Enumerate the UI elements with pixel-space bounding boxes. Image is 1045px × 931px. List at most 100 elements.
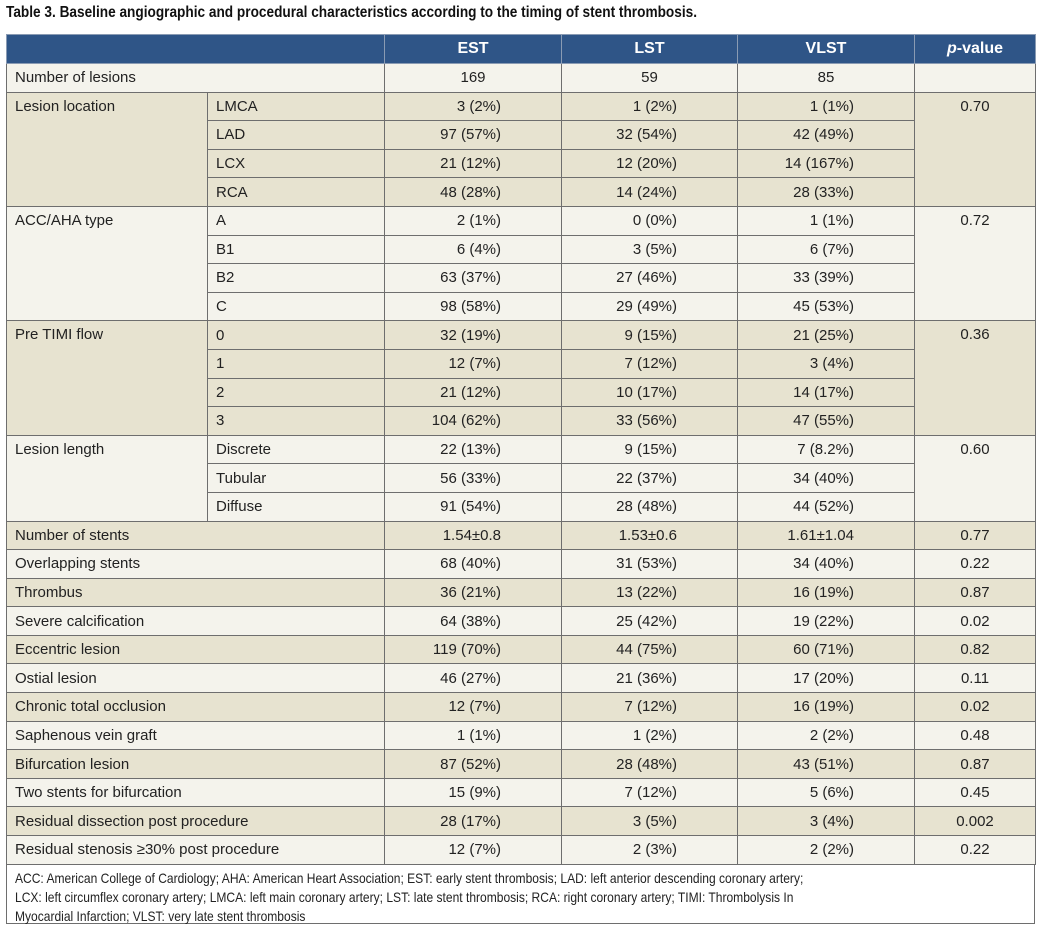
table-title: Table 3. Baseline angiographic and proce… — [6, 4, 697, 21]
cell-vlst: 1 (1%) — [737, 91, 915, 122]
cell-est: 12 (7%) — [384, 835, 562, 865]
p-letter: p — [946, 40, 957, 57]
cell-lst: 22 (37%) — [561, 463, 738, 493]
table-row: Ostial lesion 46 (27%) 21 (36%) 17 (20%) 0.1… — [6, 663, 1036, 694]
sub-label: C — [207, 291, 385, 322]
table-row: Two stents for bifurcation 15 (9%) 7 (12%)… — [6, 777, 1036, 808]
cell-vlst: 45 (53%) — [737, 291, 915, 322]
cell-est: 36 (21%) — [384, 577, 562, 608]
cell-lst: 31 (53%) — [561, 549, 738, 579]
cell-p: 0.36 — [914, 320, 1036, 436]
group-label: Lesion length — [6, 434, 208, 522]
cell-lst: 33 (56%) — [561, 406, 738, 436]
cell-p: 0.02 — [914, 692, 1036, 722]
cell-est: 15 (9%) — [384, 777, 562, 808]
cell-lst: 14 (24%) — [561, 177, 738, 207]
sub-label: Discrete — [207, 434, 385, 465]
cell-est: 64 (38%) — [384, 606, 562, 636]
cell-vlst: 47 (55%) — [737, 406, 915, 436]
cell-est: 169 — [384, 63, 562, 93]
cell-est: 1.54±0.8 — [384, 520, 562, 551]
cell-vlst: 28 (33%) — [737, 177, 915, 207]
cell-vlst: 85 — [737, 63, 915, 93]
cell-est: 6 (4%) — [384, 234, 562, 265]
cell-lst: 7 (12%) — [561, 777, 738, 808]
table-row: Tubular 56 (33%) 22 (37%) 34 (40%) — [7, 463, 1036, 493]
row-label: Residual dissection post procedure — [6, 806, 385, 837]
table-row: ACC/AHA type A 2 (1%) 0 (0%) 1 (1%) 0.72 — [6, 205, 1036, 322]
table-row: Overlapping stents 68 (40%) 31 (53%) 34 (40… — [6, 549, 1036, 579]
cell-p: 0.22 — [914, 549, 1036, 579]
p-suffix: -value — [956, 40, 1004, 57]
cell-vlst: 21 (25%) — [737, 320, 915, 350]
sub-label: B1 — [207, 234, 385, 265]
cell-vlst: 1.61±1.04 — [737, 520, 915, 551]
cell-vlst: 7 (8.2%) — [737, 434, 915, 465]
row-label: Bifurcation lesion — [6, 749, 385, 779]
row-label: Eccentric lesion — [6, 634, 385, 665]
cell-vlst: 14 (17%) — [737, 377, 915, 408]
cell-vlst: 19 (22%) — [737, 606, 915, 636]
cell-vlst: 1 (1%) — [737, 205, 915, 236]
cell-est: 12 (7%) — [384, 348, 562, 379]
cell-p: 0.70 — [914, 91, 1036, 207]
cell-lst: 1 (2%) — [561, 91, 738, 122]
group-label: ACC/AHA type — [6, 205, 208, 322]
cell-p: 0.45 — [914, 777, 1036, 808]
cell-est: 104 (62%) — [384, 406, 562, 436]
row-label: Number of stents — [6, 520, 385, 551]
cell-lst: 3 (5%) — [561, 234, 738, 265]
cell-p: 0.60 — [914, 434, 1036, 522]
cell-lst: 0 (0%) — [561, 205, 738, 236]
cell-p: 0.82 — [914, 634, 1036, 665]
cell-est: 119 (70%) — [384, 634, 562, 665]
cell-vlst: 16 (19%) — [737, 692, 915, 722]
header-lst: LST — [561, 34, 738, 64]
table-row: Number of stents 1.54±0.8 1.53±0.6 1.61±1.0… — [6, 520, 1036, 551]
cell-p: 0.48 — [914, 720, 1036, 751]
cell-vlst: 33 (39%) — [737, 263, 915, 293]
cell-lst: 1 (2%) — [561, 720, 738, 751]
cell-vlst: 16 (19%) — [737, 577, 915, 608]
row-label: Thrombus — [6, 577, 385, 608]
cell-vlst: 6 (7%) — [737, 234, 915, 265]
table-row: Residual dissection post procedure 28 (17… — [6, 806, 1036, 837]
cell-p: 0.77 — [914, 520, 1036, 551]
group-label: Pre TIMI flow — [6, 320, 208, 436]
table-row: RCA 48 (28%) 14 (24%) 28 (33%) — [7, 177, 1036, 207]
table-row: Residual stenosis ≥30% post procedure 12 … — [6, 835, 1036, 865]
row-label: Residual stenosis ≥30% post procedure — [6, 835, 385, 865]
cell-lst: 21 (36%) — [561, 663, 738, 694]
table-row: Number of lesions 169 59 85 — [6, 63, 1036, 93]
cell-vlst: 17 (20%) — [737, 663, 915, 694]
sub-label: RCA — [207, 177, 385, 207]
sub-label: 2 — [207, 377, 385, 408]
cell-vlst: 34 (40%) — [737, 463, 915, 493]
cell-p: 0.87 — [914, 749, 1036, 779]
table-row: Bifurcation lesion 87 (52%) 28 (48%) 43 (51… — [6, 749, 1036, 779]
row-label: Two stents for bifurcation — [6, 777, 385, 808]
cell-lst: 13 (22%) — [561, 577, 738, 608]
footnote-line: ACC: American College of Cardiology; AHA… — [15, 870, 804, 886]
cell-est: 56 (33%) — [384, 463, 562, 493]
table-row: Lesion location LMCA 3 (2%) 1 (2%) 1 (1%) 0.7… — [6, 91, 1036, 207]
table-row: B1 6 (4%) 3 (5%) 6 (7%) — [7, 234, 1036, 265]
cell-lst: 59 — [561, 63, 738, 93]
cell-lst: 29 (49%) — [561, 291, 738, 322]
cell-est: 2 (1%) — [384, 205, 562, 236]
cell-vlst: 3 (4%) — [737, 348, 915, 379]
table-row: LAD 97 (57%) 32 (54%) 42 (49%) — [7, 120, 1036, 150]
sub-label: Diffuse — [207, 491, 385, 522]
header-vlst: VLST — [737, 34, 915, 64]
cell-est: 12 (7%) — [384, 692, 562, 722]
cell-est: 46 (27%) — [384, 663, 562, 694]
cell-vlst: 42 (49%) — [737, 120, 915, 150]
cell-est: 28 (17%) — [384, 806, 562, 837]
table-row: Chronic total occlusion 12 (7%) 7 (12%) 16 … — [6, 692, 1036, 722]
header-p-value: p-value — [914, 34, 1036, 64]
cell-p: 0.02 — [914, 606, 1036, 636]
cell-vlst: 14 (167%) — [737, 148, 915, 179]
row-label: Severe calcification — [6, 606, 385, 636]
table-row: Diffuse 91 (54%) 28 (48%) 44 (52%) — [7, 491, 1036, 522]
cell-vlst: 2 (2%) — [737, 835, 915, 865]
